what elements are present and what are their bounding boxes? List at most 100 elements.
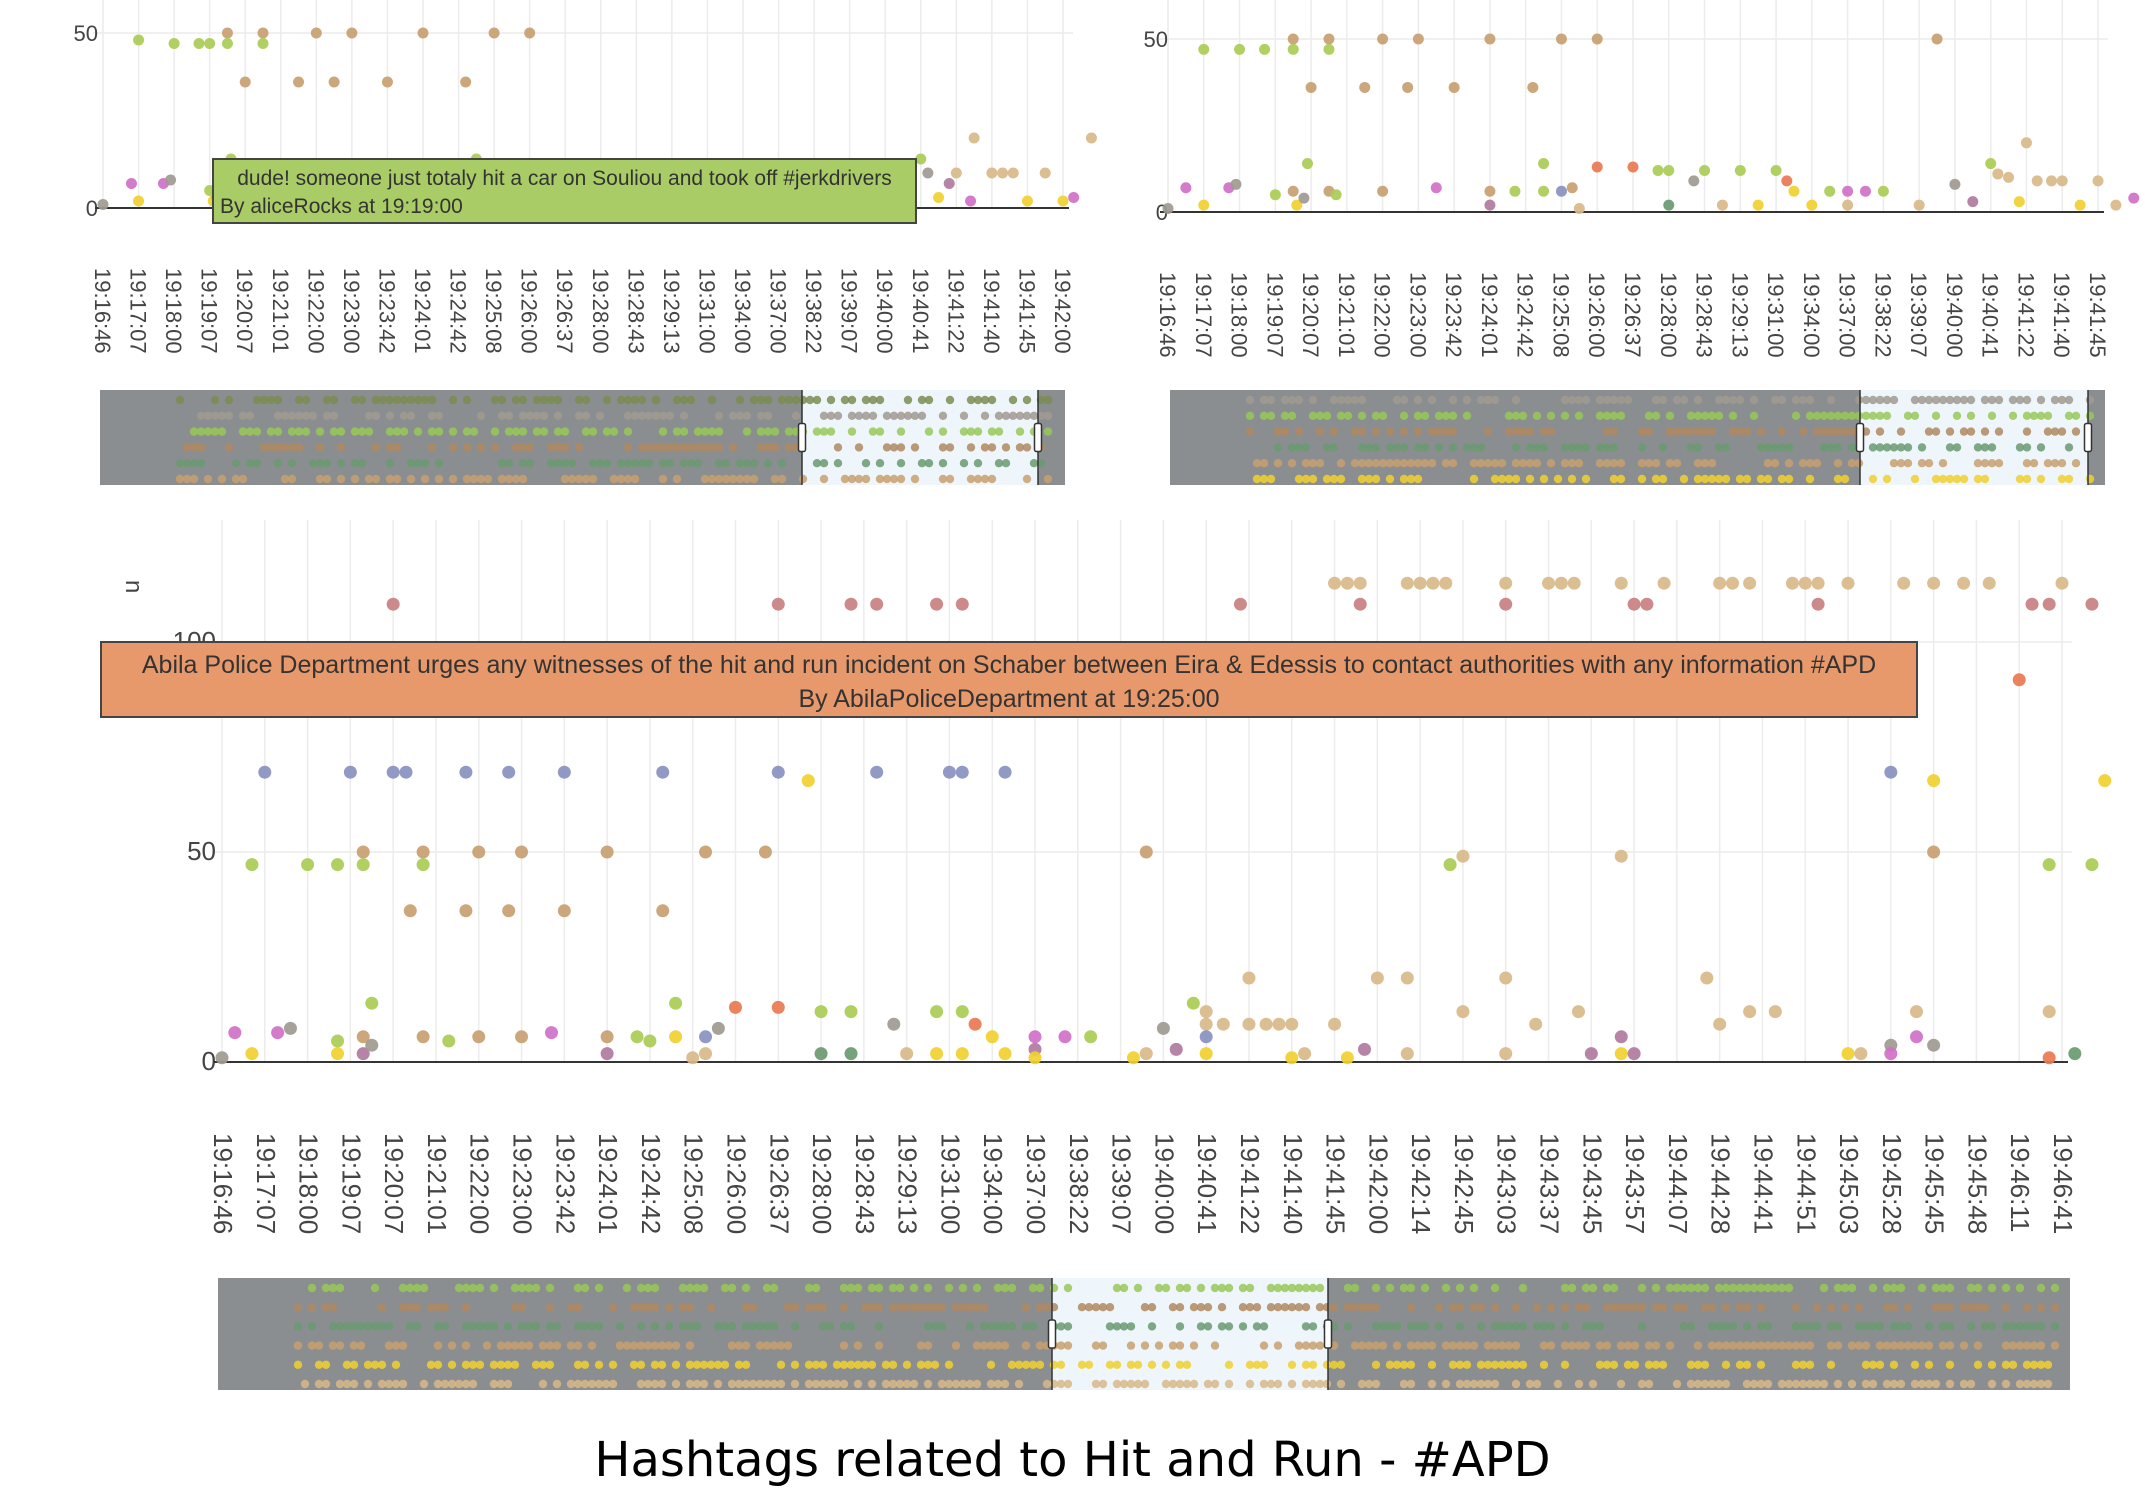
range-point — [1756, 1283, 1766, 1293]
range-point — [189, 459, 199, 468]
range-point — [951, 1341, 961, 1350]
range-point — [524, 1283, 534, 1293]
range-point — [937, 1322, 947, 1331]
data-point — [1456, 1005, 1470, 1019]
range-point — [1609, 411, 1619, 420]
range-point — [1322, 1379, 1332, 1389]
data-point — [245, 858, 259, 872]
range-point — [349, 1360, 359, 1370]
x-tick-label: 19:19:07 — [197, 268, 222, 354]
x-tick-label: 19:38:22 — [1870, 272, 1895, 358]
range-point — [833, 443, 843, 452]
x-tick-label: 19:41:22 — [943, 268, 968, 354]
range-point — [994, 411, 1004, 420]
range-point — [1987, 443, 1997, 452]
range-point — [1784, 1379, 1794, 1389]
data-point — [1499, 597, 1513, 611]
range-point — [1728, 411, 1738, 420]
range-point — [938, 459, 948, 468]
range-point — [896, 443, 906, 452]
data-point — [204, 38, 216, 49]
x-tick-label: 19:43:37 — [1535, 1133, 1565, 1234]
range-point — [874, 1341, 884, 1350]
range-point — [1987, 1283, 1997, 1293]
range-point — [1126, 1341, 1136, 1350]
range-point — [623, 411, 633, 420]
range-point — [322, 474, 332, 484]
range-point — [910, 474, 920, 484]
range-point — [1763, 459, 1773, 468]
x-tick-label: 19:28:43 — [623, 268, 648, 354]
range-point — [1371, 411, 1381, 420]
data-point — [502, 765, 516, 779]
range-point — [2001, 1283, 2011, 1293]
range-point — [721, 459, 731, 468]
range-point — [329, 395, 339, 405]
range-point — [756, 395, 766, 405]
range-point — [1168, 1379, 1178, 1389]
range-point — [1434, 443, 1444, 452]
range-point — [546, 395, 556, 405]
range-point — [1707, 1303, 1717, 1312]
range-point — [979, 1303, 989, 1312]
range-point — [1021, 1341, 1031, 1350]
range-point — [2008, 1341, 2018, 1350]
range-point — [217, 474, 227, 484]
range-point — [1008, 411, 1018, 420]
data-point — [1323, 33, 1335, 45]
x-tick-label: 19:40:00 — [1149, 1133, 1179, 1234]
data-point — [1057, 195, 1069, 207]
range-point — [1658, 395, 1668, 405]
range-point — [1203, 1322, 1213, 1331]
range-point — [1637, 459, 1647, 468]
x-tick-label: 19:24:01 — [1477, 272, 1502, 358]
range-point — [1749, 395, 1759, 405]
range-point — [1833, 1341, 1843, 1350]
range-point — [972, 1341, 982, 1350]
range-point — [672, 443, 682, 452]
data-point — [1700, 971, 1714, 985]
range-point — [846, 1322, 856, 1331]
range-point — [784, 443, 794, 452]
range-point — [938, 443, 948, 452]
data-point — [1039, 167, 1051, 179]
range-point — [1910, 411, 1920, 420]
data-point — [1699, 164, 1711, 176]
data-point — [997, 167, 1009, 179]
range-point — [1609, 443, 1619, 452]
data-point — [168, 38, 180, 49]
range-point — [322, 395, 332, 405]
range-point — [1350, 1341, 1360, 1350]
range-point — [252, 427, 262, 436]
range-point — [1952, 395, 1962, 405]
range-point — [972, 1303, 982, 1312]
range-point — [573, 1322, 583, 1331]
data-point — [1860, 185, 1871, 197]
range-point — [2071, 411, 2081, 420]
range-point — [1441, 459, 1451, 468]
range-point — [1945, 1283, 1955, 1293]
range-point — [566, 1341, 576, 1350]
range-point — [700, 443, 710, 452]
range-point — [371, 411, 381, 420]
data-point — [1377, 185, 1389, 197]
range-point — [1343, 395, 1353, 405]
range-point — [986, 1379, 996, 1389]
range-point — [1609, 427, 1619, 436]
data-point — [1234, 43, 1246, 55]
range-point — [1217, 1303, 1227, 1312]
range-point — [636, 1379, 646, 1389]
range-point — [1350, 1303, 1360, 1312]
range-point — [2050, 1322, 2060, 1331]
data-point — [915, 153, 927, 165]
range-point — [1945, 474, 1955, 484]
range-point — [1063, 1379, 1073, 1389]
y-tick-label: 50 — [1144, 27, 1168, 52]
data-point — [1456, 849, 1470, 863]
data-point — [1233, 597, 1247, 611]
range-point — [980, 474, 990, 484]
x-tick-label: 19:40:41 — [1978, 272, 2003, 358]
range-point — [1854, 411, 1864, 420]
range-point — [517, 1322, 527, 1331]
